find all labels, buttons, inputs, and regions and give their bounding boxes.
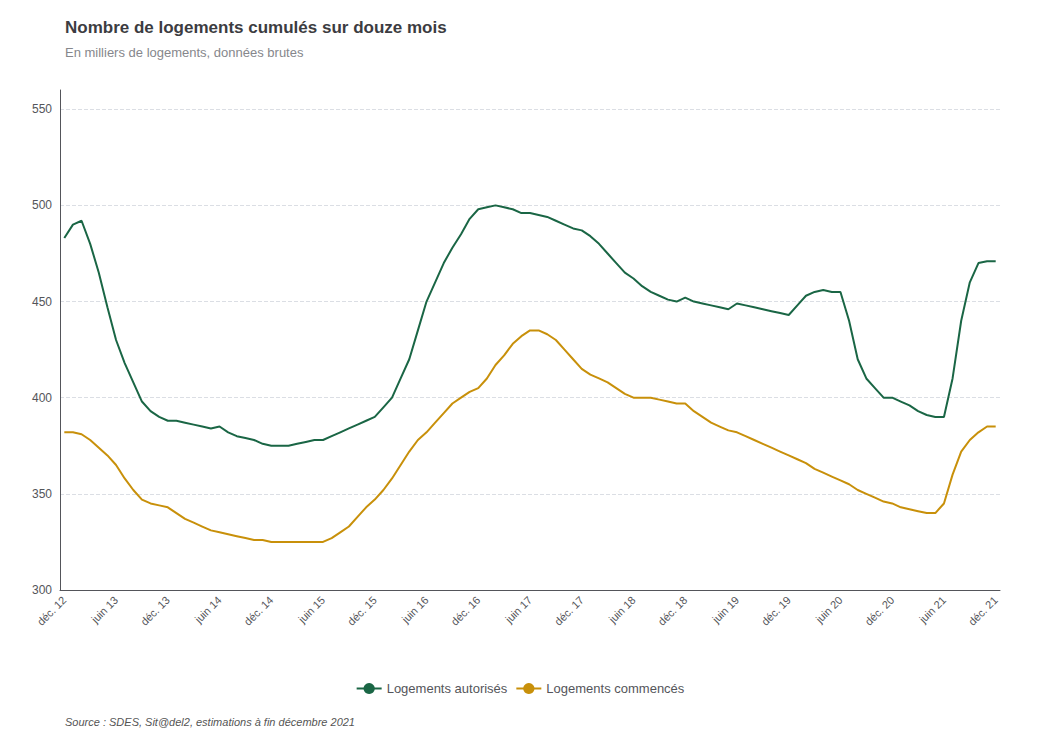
svg-text:déc. 18: déc. 18: [655, 594, 689, 628]
svg-text:juin 21: juin 21: [916, 594, 948, 626]
svg-text:déc. 12: déc. 12: [35, 594, 69, 628]
svg-text:350: 350: [32, 487, 52, 501]
svg-text:déc. 15: déc. 15: [345, 594, 379, 628]
svg-text:Source : SDES, Sit@del2, estim: Source : SDES, Sit@del2, estimations à f…: [65, 716, 355, 728]
svg-text:juin 16: juin 16: [399, 594, 431, 626]
svg-text:juin 14: juin 14: [192, 594, 224, 626]
svg-text:juin 19: juin 19: [709, 594, 741, 626]
svg-text:400: 400: [32, 391, 52, 405]
svg-text:Logements commencés: Logements commencés: [546, 681, 685, 696]
svg-text:juin 13: juin 13: [88, 594, 120, 626]
svg-text:300: 300: [32, 583, 52, 597]
svg-text:500: 500: [32, 198, 52, 212]
svg-text:juin 18: juin 18: [606, 594, 638, 626]
svg-text:En milliers de logements, donn: En milliers de logements, données brutes: [65, 45, 304, 60]
svg-text:Nombre de logements cumulés su: Nombre de logements cumulés sur douze mo…: [65, 18, 447, 37]
svg-text:déc. 17: déc. 17: [552, 594, 586, 628]
svg-text:juin 17: juin 17: [502, 594, 534, 626]
svg-text:Logements autorisés: Logements autorisés: [387, 681, 508, 696]
svg-text:450: 450: [32, 295, 52, 309]
svg-text:déc. 20: déc. 20: [862, 594, 896, 628]
svg-text:déc. 19: déc. 19: [759, 594, 793, 628]
svg-text:déc. 13: déc. 13: [138, 594, 172, 628]
svg-text:juin 20: juin 20: [813, 594, 845, 626]
svg-text:juin 15: juin 15: [295, 594, 327, 626]
svg-text:déc. 16: déc. 16: [449, 594, 483, 628]
svg-text:550: 550: [32, 102, 52, 116]
svg-text:déc. 21: déc. 21: [966, 594, 1000, 628]
svg-text:déc. 14: déc. 14: [242, 594, 276, 628]
